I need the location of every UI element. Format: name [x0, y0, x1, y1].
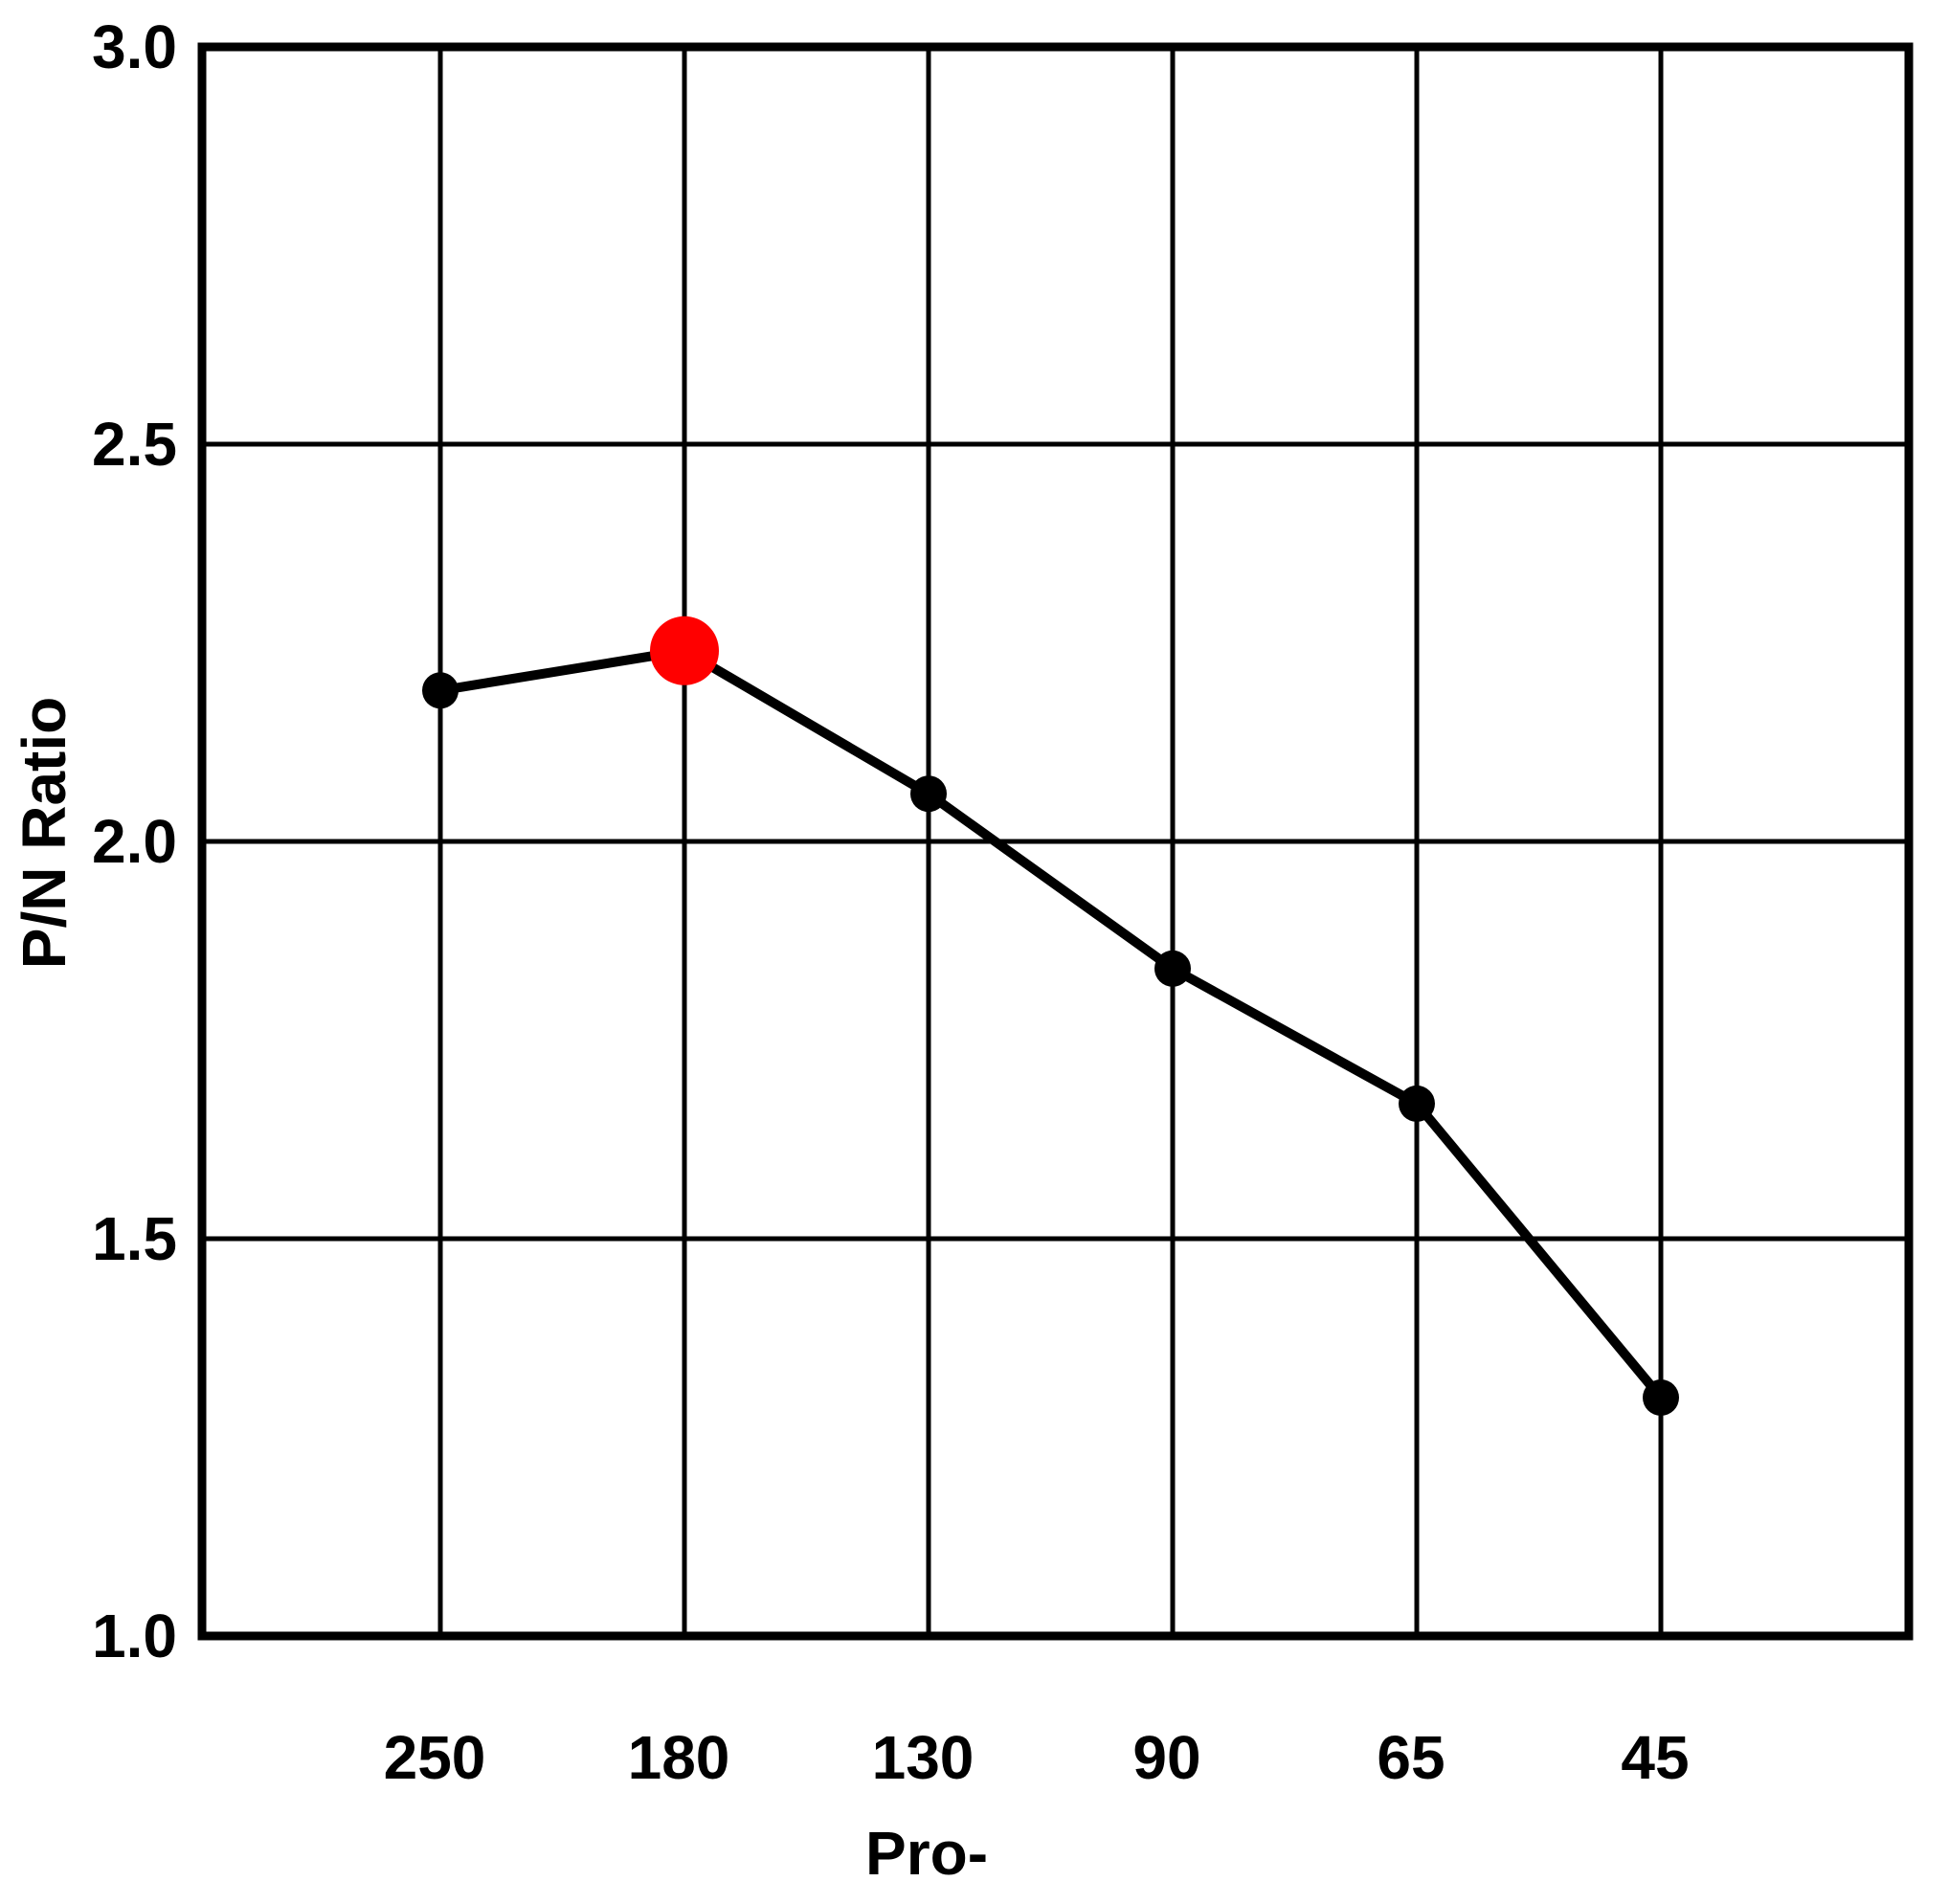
plot-frame [197, 42, 1914, 1641]
y-tick-label: 2.5 [92, 410, 177, 479]
grid [202, 47, 1909, 1636]
data-point [910, 775, 947, 813]
x-tick-label: 130 [872, 1723, 974, 1792]
series [422, 616, 1679, 1416]
highlighted-data-point [650, 616, 719, 685]
series-line [439, 645, 1665, 1401]
data-point [422, 672, 459, 709]
y-tick-label: 1.0 [92, 1602, 177, 1670]
x-tick-label: 45 [1621, 1723, 1689, 1792]
x-tick-label: 250 [384, 1723, 486, 1792]
x-tick-label: 180 [628, 1723, 730, 1792]
x-ticks: 250 180 130 90 65 45 [384, 1723, 1690, 1792]
y-tick-label: 2.0 [92, 807, 177, 876]
x-tick-label: 90 [1132, 1723, 1200, 1792]
data-point [1643, 1379, 1679, 1416]
x-tick-label: 65 [1377, 1723, 1445, 1792]
x-axis-title: Pro- [865, 1819, 988, 1888]
y-ticks: 1.0 1.5 2.0 2.5 3.0 [92, 12, 177, 1670]
data-point [1399, 1085, 1435, 1122]
y-axis-title: P/N Ratio [10, 697, 78, 969]
y-tick-label: 1.5 [92, 1204, 177, 1273]
data-point [1154, 950, 1191, 987]
y-tick-label: 3.0 [92, 12, 177, 81]
